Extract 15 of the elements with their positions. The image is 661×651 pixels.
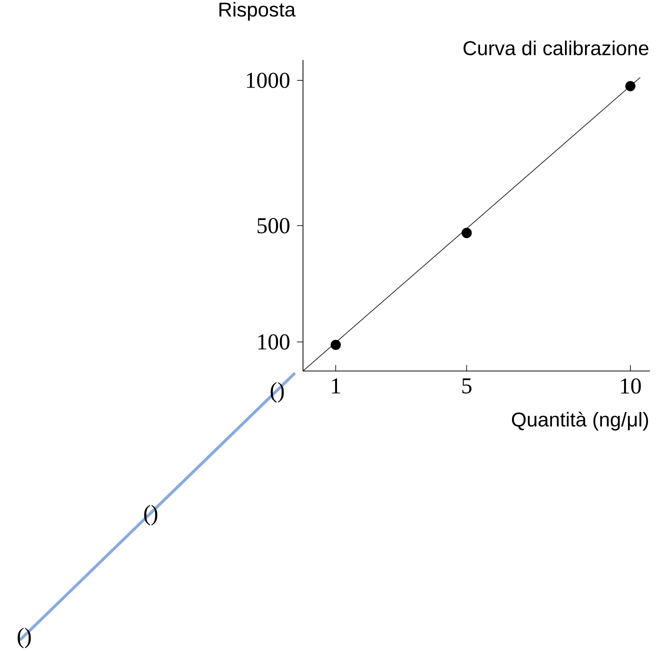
y-tick-label: 1000 [246, 72, 290, 88]
x-axis-title: Quantità (ng/μl) [512, 412, 648, 431]
y-axis-title: Risposta [219, 2, 296, 21]
point [330, 340, 341, 350]
point [625, 81, 636, 92]
x-tick-label: 5 [462, 378, 472, 394]
y-tick-label: 500 [258, 218, 290, 234]
x-tick-label: 1 [332, 378, 340, 394]
text: () [18, 628, 31, 648]
text: () [270, 382, 284, 403]
text: () [144, 504, 158, 526]
y-tick-label: 100 [258, 334, 290, 350]
x-tick-label: 10 [621, 378, 641, 394]
chart-title: Curva di calibrazione [464, 40, 648, 56]
point [462, 228, 472, 238]
